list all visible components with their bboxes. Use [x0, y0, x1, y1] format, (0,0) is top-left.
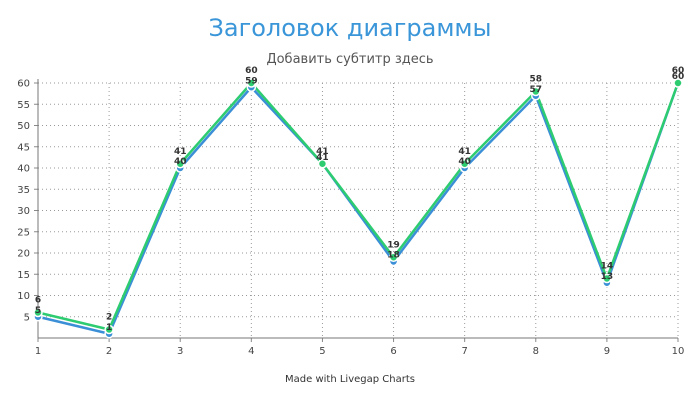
series-2-data-label: 41 — [316, 147, 329, 157]
y-tick-label: 20 — [17, 249, 30, 260]
series-1-data-label: 5 — [35, 306, 41, 316]
series-1-data-label: 40 — [174, 157, 187, 167]
series-2-data-label: 41 — [458, 147, 471, 157]
series-2-data-label: 60 — [672, 66, 685, 76]
chart-subtitle: Добавить субтитр здесь — [266, 52, 434, 67]
x-tick-label: 9 — [604, 346, 610, 357]
y-tick-label: 10 — [17, 291, 30, 302]
series-2-data-label: 41 — [174, 147, 187, 157]
series-2-data-label: 2 — [106, 313, 112, 323]
series-1-data-label: 13 — [601, 272, 614, 282]
series-2-point — [459, 159, 470, 169]
x-tick-label: 6 — [390, 346, 396, 357]
y-tick-label: 30 — [17, 206, 30, 217]
series-2-point — [673, 78, 683, 88]
series-line-1 — [37, 82, 680, 335]
x-tick-label: 4 — [248, 346, 254, 357]
y-tick-label: 5 — [24, 312, 30, 323]
credit-text: Made with Livegap Charts — [285, 374, 415, 385]
series-1-data-label: 60 — [672, 72, 685, 82]
series-2-point — [104, 324, 114, 335]
x-tick-label: 2 — [106, 346, 112, 357]
y-tick-label: 55 — [17, 100, 30, 111]
y-tick-label: 60 — [17, 79, 30, 90]
series-2-point — [317, 159, 328, 169]
series-1-data-label: 1 — [106, 323, 112, 333]
series-1-data-label: 40 — [458, 157, 471, 167]
series-1-data-label: 57 — [530, 85, 543, 95]
series-2-point — [246, 78, 257, 88]
x-tick-label: 8 — [533, 346, 539, 357]
y-tick-label: 40 — [17, 164, 30, 175]
chart-title: Заголовок диаграммы — [208, 14, 492, 42]
series-2-point — [388, 252, 399, 262]
y-tick-label: 35 — [17, 185, 30, 196]
y-tick-label: 25 — [17, 227, 30, 238]
series-1-data-label: 18 — [387, 251, 400, 261]
series-2-data-label: 19 — [387, 240, 400, 250]
series-1-data-label: 41 — [316, 153, 329, 163]
y-tick-label: 45 — [17, 142, 30, 153]
y-tick-label: 15 — [17, 270, 30, 281]
series-line-2 — [37, 81, 680, 331]
x-tick-label: 1 — [35, 346, 41, 357]
x-tick-label: 3 — [177, 346, 183, 357]
series-1-data-label: 59 — [245, 76, 258, 86]
series-2-point — [33, 307, 43, 318]
series-2-data-label: 58 — [530, 75, 543, 85]
series-2-data-label: 14 — [601, 262, 614, 272]
series-2-data-label: 6 — [35, 296, 41, 306]
x-tick-label: 10 — [672, 346, 685, 357]
series-2-point — [531, 86, 541, 97]
x-tick-label: 5 — [319, 346, 325, 357]
series-2-point — [602, 273, 612, 284]
x-tick-label: 7 — [461, 346, 467, 357]
series-2-data-label: 60 — [245, 66, 258, 76]
y-tick-label: 50 — [17, 121, 30, 132]
series-2-point — [175, 159, 185, 169]
